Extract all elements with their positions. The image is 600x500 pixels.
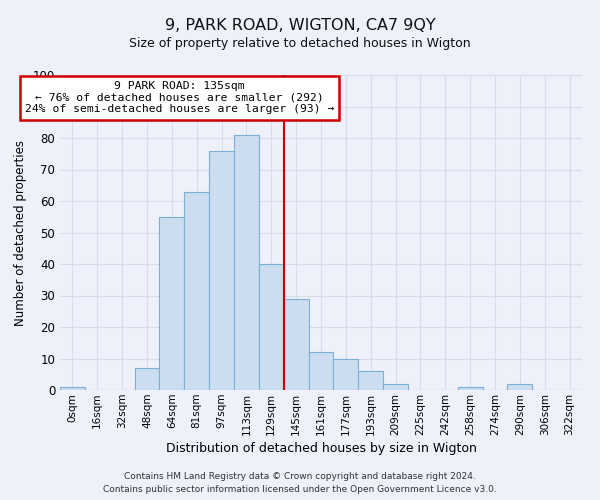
Bar [508,384,532,390]
X-axis label: Distribution of detached houses by size in Wigton: Distribution of detached houses by size … [166,442,476,455]
Text: 9, PARK ROAD, WIGTON, CA7 9QY: 9, PARK ROAD, WIGTON, CA7 9QY [164,18,436,32]
Bar [60,387,85,390]
Bar [160,217,184,390]
Bar [259,264,284,390]
Bar [234,135,259,390]
Text: Size of property relative to detached houses in Wigton: Size of property relative to detached ho… [129,38,471,51]
Y-axis label: Number of detached properties: Number of detached properties [14,140,28,326]
Bar [184,192,209,390]
Bar [458,387,482,390]
Bar [134,368,160,390]
Bar [308,352,334,390]
Text: Contains public sector information licensed under the Open Government Licence v3: Contains public sector information licen… [103,484,497,494]
Text: 9 PARK ROAD: 135sqm
← 76% of detached houses are smaller (292)
24% of semi-detac: 9 PARK ROAD: 135sqm ← 76% of detached ho… [25,82,334,114]
Bar [284,298,308,390]
Bar [383,384,408,390]
Bar [358,371,383,390]
Text: Contains HM Land Registry data © Crown copyright and database right 2024.: Contains HM Land Registry data © Crown c… [124,472,476,481]
Bar [334,358,358,390]
Bar [209,150,234,390]
